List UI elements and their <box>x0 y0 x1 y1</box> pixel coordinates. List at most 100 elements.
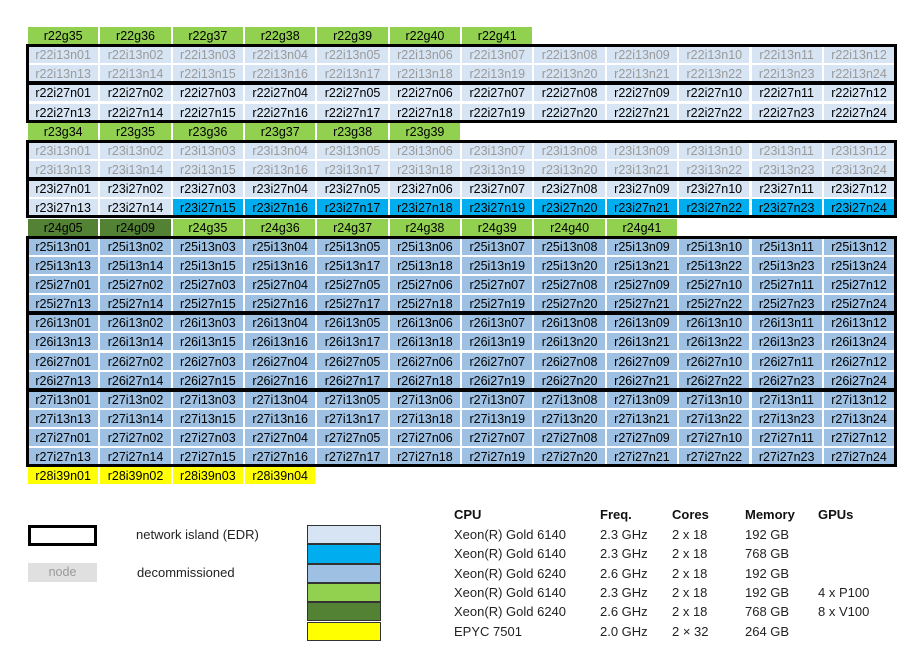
spec-memory: 768 GB <box>745 546 790 562</box>
node-cell: r23i27n21 <box>605 198 679 218</box>
node-cell: r26i27n15 <box>171 370 245 390</box>
node-cell: r25i13n15 <box>171 255 245 275</box>
node-cell: r22i13n09 <box>605 45 679 65</box>
node-cell: r23i27n22 <box>678 198 751 218</box>
node-cell: r22i13n22 <box>678 64 751 84</box>
node-cell: r22i27n07 <box>461 83 534 103</box>
spec-cores: 2 × 32 <box>672 623 709 639</box>
node-cell: r23i27n17 <box>316 198 389 218</box>
node-cell: r27i13n18 <box>388 409 462 428</box>
node-cell: r25i27n08 <box>533 274 606 294</box>
node-cell: r27i27n21 <box>605 447 679 467</box>
node-cell: r25i27n22 <box>678 294 751 314</box>
node-cell: r24g05 <box>27 217 100 237</box>
node-cell: r28i39n02 <box>99 466 172 486</box>
node-cell: r26i27n10 <box>678 351 751 371</box>
node-cell: r25i27n05 <box>316 274 389 294</box>
node-cell: r22i13n19 <box>461 64 534 84</box>
node-cell: r22g41 <box>461 26 534 45</box>
node-cell: r26i13n16 <box>244 332 317 352</box>
node-cell: r27i27n19 <box>461 447 534 467</box>
node-cell: r26i27n06 <box>388 351 462 371</box>
node-cell: r22i27n19 <box>461 102 534 122</box>
node-cell: r22i27n21 <box>605 102 679 122</box>
node-cell: r25i27n14 <box>99 294 172 314</box>
node-cell: r27i27n03 <box>171 428 245 448</box>
node-cell: r26i13n24 <box>822 332 896 352</box>
node-cell: r24g38 <box>388 217 462 237</box>
node-cell: r23i13n17 <box>316 160 389 180</box>
node-cell: r26i13n05 <box>316 313 389 333</box>
node-cell: r22g37 <box>171 26 245 45</box>
node-cell: r25i13n04 <box>244 236 317 256</box>
node-cell: r25i27n01 <box>27 274 100 294</box>
node-cell: r26i13n07 <box>461 313 534 333</box>
node-cell: r27i27n22 <box>678 447 751 467</box>
node-cell: r26i27n13 <box>27 370 100 390</box>
spec-memory: 192 GB <box>745 584 790 600</box>
node-cell: r25i13n11 <box>750 236 823 256</box>
node-cell: r26i27n24 <box>822 370 896 390</box>
node-cell: r27i27n12 <box>822 428 896 448</box>
node-cell: r27i27n18 <box>388 447 462 467</box>
node-cell: r25i27n11 <box>750 274 823 294</box>
node-cell: r22i27n22 <box>678 102 751 122</box>
node-cell: r22i27n05 <box>316 83 389 103</box>
node-cell: r26i13n21 <box>605 332 679 352</box>
node-cell: r23i13n05 <box>316 140 389 160</box>
node-cell: r27i13n15 <box>171 409 245 428</box>
node-cell: r24g39 <box>461 217 534 237</box>
node-cell: r23i27n02 <box>99 179 172 199</box>
node-cell: r22i27n23 <box>750 102 823 122</box>
spec-header-cpu: CPU <box>454 507 482 522</box>
node-cell: r27i13n16 <box>244 409 317 428</box>
node-cell: r23i13n09 <box>605 140 679 160</box>
spec-cpu: Xeon(R) Gold 6240 <box>454 565 567 581</box>
node-cell: r23i27n13 <box>27 198 100 218</box>
node-cell: r27i13n22 <box>678 409 751 428</box>
node-cell: r22i13n07 <box>461 45 534 65</box>
node-cell: r27i13n24 <box>822 409 896 428</box>
node-cell: r27i27n13 <box>27 447 100 467</box>
node-grid: r22g35 r22g36 r22g37 r22g38 r22g39 r22g40 r22g… <box>26 26 898 486</box>
node-cell: r26i13n06 <box>388 313 462 333</box>
node-cell: r22i13n05 <box>316 45 389 65</box>
node-cell: r24g37 <box>316 217 389 237</box>
node-cell: r27i13n03 <box>171 389 245 409</box>
node-cell: r26i27n18 <box>388 370 462 390</box>
node-cell: r27i13n04 <box>244 389 317 409</box>
node-cell: r25i27n02 <box>99 274 172 294</box>
node-cell: r25i27n23 <box>750 294 823 314</box>
node-cell: r26i13n23 <box>750 332 823 352</box>
node-cell: r22g38 <box>244 26 317 45</box>
node-cell: r22i27n03 <box>171 83 245 103</box>
spec-cpu: Xeon(R) Gold 6240 <box>454 604 567 620</box>
node-cell: r26i13n20 <box>533 332 606 352</box>
node-cell: r23i13n19 <box>461 160 534 180</box>
node-cell: r25i13n13 <box>27 255 100 275</box>
spec-cpu: EPYC 7501 <box>454 623 522 639</box>
node-cell: r25i13n24 <box>822 255 896 275</box>
node-cell: r27i27n02 <box>99 428 172 448</box>
node-cell: r22i27n15 <box>171 102 245 122</box>
spec-header-memory: Memory <box>745 507 795 522</box>
node-cell: r23i27n08 <box>533 179 606 199</box>
node-cell: r25i27n21 <box>605 294 679 314</box>
node-cell: r22i13n21 <box>605 64 679 84</box>
node-cell: r22i13n15 <box>171 64 245 84</box>
node-cell: r23i13n12 <box>822 140 896 160</box>
node-cell: r27i13n05 <box>316 389 389 409</box>
spec-freq: 2.3 GHz <box>600 584 648 600</box>
node-cell: r25i27n09 <box>605 274 679 294</box>
node-cell: r23i13n14 <box>99 160 172 180</box>
node-cell: r26i27n16 <box>244 370 317 390</box>
node-cell: r25i27n06 <box>388 274 462 294</box>
node-cell: r25i13n07 <box>461 236 534 256</box>
node-cell: r27i27n24 <box>822 447 896 467</box>
node-cell: r22i13n08 <box>533 45 606 65</box>
spec-freq: 2.0 GHz <box>600 623 648 639</box>
node-cell: r27i13n21 <box>605 409 679 428</box>
legend-island-swatch <box>28 525 97 546</box>
node-cell: r22i27n18 <box>388 102 462 122</box>
node-cell: r22i27n09 <box>605 83 679 103</box>
